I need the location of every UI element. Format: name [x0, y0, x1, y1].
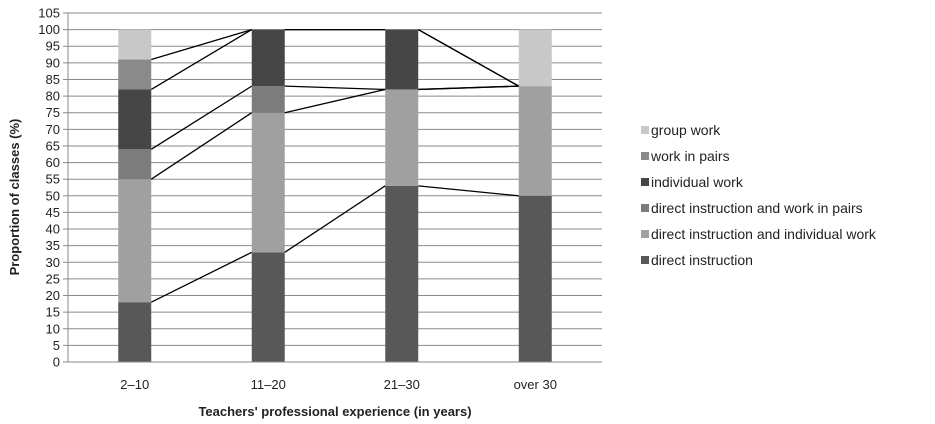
y-tick-label: 65	[46, 138, 60, 153]
y-tick-label: 70	[46, 122, 60, 137]
bar-segment	[385, 29, 419, 90]
bar-segment	[118, 179, 152, 303]
series-line	[284, 85, 386, 91]
series-line	[150, 85, 253, 150]
y-tick-label: 25	[46, 271, 60, 286]
legend-swatch	[641, 126, 649, 134]
legend-swatch	[641, 256, 649, 264]
y-tick-label: 0	[53, 355, 60, 370]
series-connector-lines	[150, 28, 520, 303]
bar-segment	[118, 89, 152, 150]
bars	[118, 29, 552, 362]
bar-segment	[118, 29, 152, 60]
y-tick-label: 75	[46, 105, 60, 120]
x-axis-ticks: 2–10 11–20 21–30 over 30	[120, 377, 557, 392]
x-tick-label: 2–10	[120, 377, 149, 392]
series-line	[150, 251, 253, 303]
series-line	[150, 112, 253, 180]
x-axis-title: Teachers' professional experience (in ye…	[198, 404, 471, 419]
y-tick-label: 95	[46, 39, 60, 54]
y-tick-label: 100	[38, 22, 60, 37]
x-tick-label: 11–20	[251, 377, 286, 392]
y-tick-label: 50	[46, 188, 60, 203]
gridlines	[68, 12, 602, 363]
y-tick-label: 15	[46, 305, 60, 320]
y-tick-label: 55	[46, 172, 60, 187]
bar-segment	[385, 185, 419, 362]
series-line	[284, 185, 386, 253]
x-tick-label: 21–30	[384, 377, 420, 392]
bar-segment	[118, 302, 152, 362]
legend-swatch	[641, 204, 649, 212]
y-tick-label: 90	[46, 55, 60, 70]
legend-label: direct instruction	[651, 252, 753, 268]
y-tick-label: 105	[38, 6, 60, 21]
series-line	[417, 29, 520, 87]
bar-segment	[251, 29, 285, 87]
bar-segment	[118, 149, 152, 180]
bar-segment	[118, 59, 152, 90]
y-axis-title: Proportion of classes (%)	[7, 119, 22, 276]
legend: group work work in pairs individual work di…	[641, 122, 877, 268]
series-line	[151, 28, 252, 61]
y-tick-label: 60	[46, 155, 60, 170]
legend-swatch	[641, 152, 649, 160]
bar-segment	[385, 89, 419, 186]
series-line	[284, 88, 386, 114]
series-line	[418, 85, 519, 91]
legend-swatch	[641, 230, 649, 238]
y-tick-label: 85	[46, 72, 60, 87]
y-tick-label: 80	[46, 89, 60, 104]
x-tick-label: over 30	[514, 377, 557, 392]
legend-label: direct instruction and work in pairs	[651, 200, 863, 216]
legend-label: individual work	[651, 174, 744, 190]
bar-segment	[251, 86, 285, 113]
y-tick-label: 5	[53, 338, 60, 353]
y-tick-label: 30	[46, 255, 60, 270]
legend-label: direct instruction and individual work	[651, 226, 877, 242]
series-line	[418, 185, 519, 197]
bar-segment	[518, 29, 552, 87]
legend-swatch	[641, 178, 649, 186]
y-tick-label: 20	[46, 288, 60, 303]
y-tick-label: 40	[46, 222, 60, 237]
bar-segment	[518, 86, 552, 196]
y-tick-label: 10	[46, 321, 60, 336]
legend-label: group work	[651, 122, 721, 138]
legend-label: work in pairs	[650, 148, 730, 164]
bar-segment	[251, 252, 285, 362]
series-line	[150, 29, 253, 91]
y-tick-label: 45	[46, 205, 60, 220]
y-tick-label: 35	[46, 238, 60, 253]
bar-segment	[251, 112, 285, 253]
bar-segment	[518, 195, 552, 362]
